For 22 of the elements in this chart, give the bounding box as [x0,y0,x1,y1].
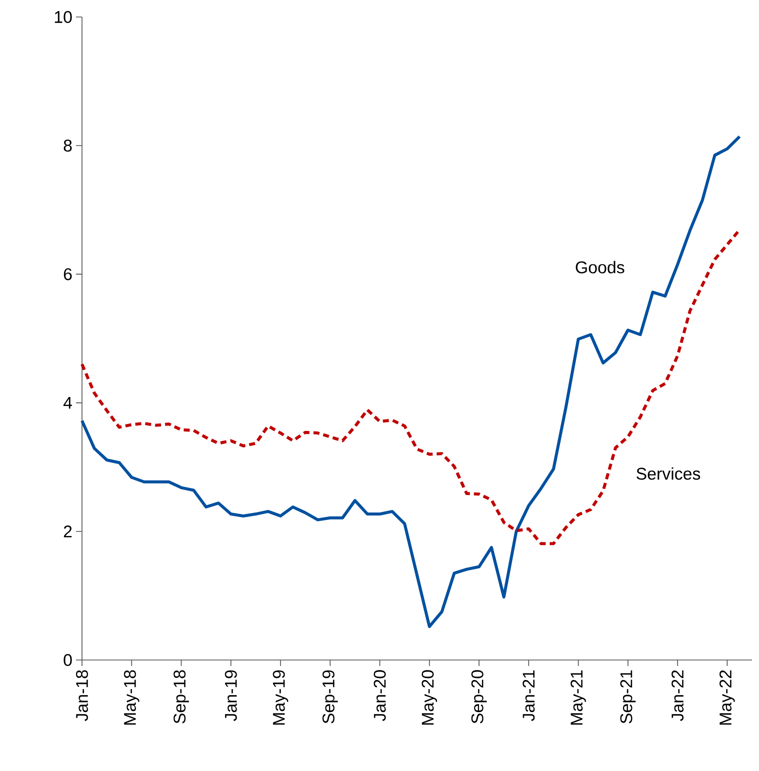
x-tick-label: May-22 [720,670,735,725]
x-tick-label: May-21 [570,670,586,725]
x-tick-label: May-19 [272,670,288,725]
y-tick-label: 2 [64,525,72,538]
y-tick-label: 4 [63,396,72,409]
x-tick-label: Sep-20 [471,670,487,724]
y-tick-label: 8 [64,140,72,152]
y-tick-label: 10 [54,10,72,23]
x-tick-label: Sep-18 [174,670,189,724]
x-tick-label: Jan-22 [672,670,684,722]
x-tick-label: Jan-20 [374,670,386,722]
text: Goods [576,260,624,274]
series-label: Services [636,467,700,480]
x-tick-label: Jan-21 [522,670,535,722]
x-tick-label: May-20 [422,670,438,725]
x-tick-label: May-18 [124,670,140,725]
x-tick-label: Jan-18 [76,670,88,722]
y-tick-label: 6 [64,268,72,280]
x-tick-label: Sep-21 [620,670,636,724]
y-tick-label: 0 [64,654,72,666]
x-tick-label: Sep-19 [322,670,338,724]
x-tick-label: Jan-19 [224,670,237,722]
